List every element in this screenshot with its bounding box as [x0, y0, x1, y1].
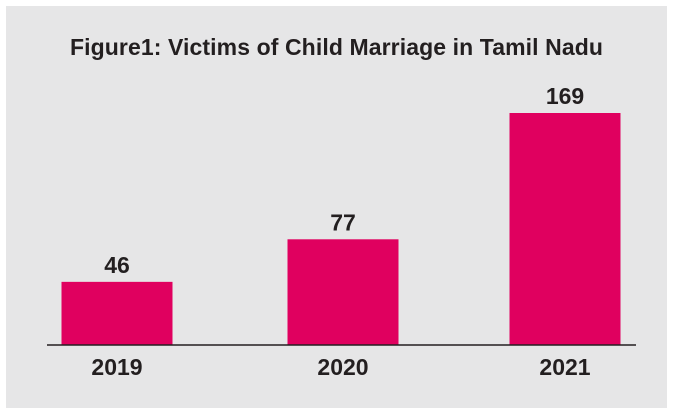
- x-tick-labels-group: 2019 2020 2021: [91, 354, 590, 380]
- data-label-2019: 46: [104, 252, 130, 278]
- x-tick-label-2020: 2020: [317, 354, 368, 380]
- data-label-2020: 77: [330, 209, 356, 235]
- bars-group: [61, 113, 621, 345]
- data-label-2021: 169: [546, 83, 584, 109]
- bar-2021: [509, 113, 621, 345]
- bar-2019: [61, 281, 173, 345]
- x-tick-label-2019: 2019: [91, 354, 142, 380]
- chart-title: Figure1: Victims of Child Marriage in Ta…: [69, 34, 604, 60]
- x-tick-label-2021: 2021: [539, 354, 590, 380]
- bar-2020: [287, 239, 399, 345]
- value-labels-group: 46 77 169: [104, 83, 584, 278]
